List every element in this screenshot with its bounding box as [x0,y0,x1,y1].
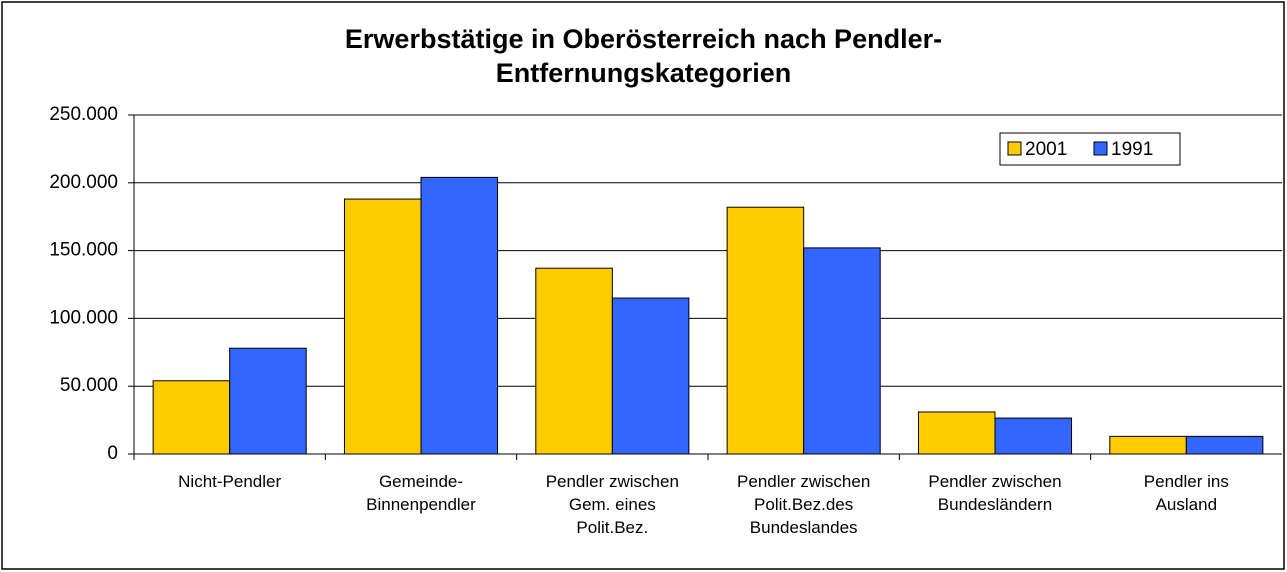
y-tick-label: 150.000 [49,240,118,261]
x-tick-label: Pendler zwischen Bundesländern [928,472,1062,514]
bar [803,247,881,455]
bar [1109,435,1187,455]
bar [726,206,805,455]
bar [994,417,1073,455]
x-tick-label: Nicht-Pendler [178,472,282,491]
legend-swatch [1007,141,1022,156]
legend-swatch [1093,141,1108,156]
y-tick-label: 100.000 [49,307,118,328]
x-tick-label: Gemeinde- Binnenpendler [366,472,476,514]
bar [229,347,307,455]
y-tick-label: 50.000 [60,375,118,396]
x-tick-label: Pendler zwischen Polit.Bez.des Bundeslan… [737,472,871,537]
bar [1185,435,1264,455]
y-tick-label: 0 [107,443,118,464]
bar [611,297,690,455]
bar [917,411,996,455]
legend-box [999,132,1181,166]
bar [420,176,499,455]
bar [152,380,231,455]
legend-label: 1991 [1111,139,1153,160]
y-tick-label: 250.000 [49,104,118,125]
bar [343,198,422,455]
y-tick-label: 200.000 [49,172,118,193]
x-tick-label: Pendler zwischen Gem. eines Polit.Bez. [545,472,679,537]
chart-title: Erwerbstätige in Oberösterreich nach Pen… [344,24,943,88]
x-tick-label: Pendler ins Ausland [1143,472,1229,514]
legend-label: 2001 [1025,139,1067,160]
bar [535,267,613,455]
